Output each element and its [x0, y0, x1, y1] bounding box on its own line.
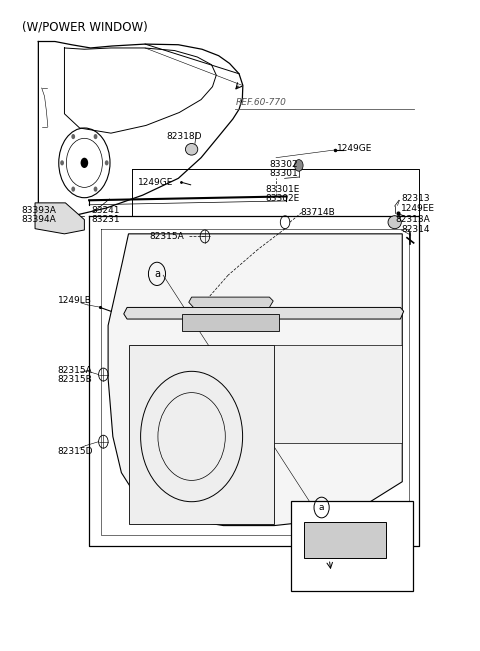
Text: 1243AE: 1243AE [315, 568, 349, 577]
Text: 83714B: 83714B [301, 208, 336, 217]
FancyBboxPatch shape [291, 501, 413, 591]
Text: 83302E: 83302E [265, 195, 300, 204]
Text: 83394A: 83394A [22, 215, 57, 224]
Text: a: a [154, 269, 160, 279]
Text: REF.60-770: REF.60-770 [235, 98, 286, 107]
Text: 82315B: 82315B [58, 375, 93, 384]
Circle shape [94, 134, 97, 139]
Polygon shape [35, 203, 84, 234]
Text: 83301: 83301 [269, 169, 298, 178]
Text: 83231: 83231 [91, 215, 120, 224]
Circle shape [295, 159, 303, 171]
Text: a: a [319, 514, 324, 524]
Circle shape [94, 187, 97, 191]
Text: a: a [319, 503, 324, 512]
Text: (W/POWER WINDOW): (W/POWER WINDOW) [22, 21, 147, 34]
Ellipse shape [388, 215, 401, 229]
Polygon shape [124, 307, 404, 319]
Ellipse shape [185, 143, 198, 155]
Circle shape [72, 134, 75, 139]
Polygon shape [108, 234, 402, 525]
Polygon shape [182, 314, 279, 331]
Text: 82318D: 82318D [167, 132, 202, 141]
Text: 82313A: 82313A [396, 214, 431, 223]
Text: 82315A: 82315A [150, 232, 185, 241]
Circle shape [72, 187, 75, 191]
Text: 82315D: 82315D [58, 447, 93, 456]
Text: 1249LB: 1249LB [58, 296, 92, 305]
Polygon shape [129, 345, 274, 524]
Circle shape [81, 158, 88, 168]
Polygon shape [274, 345, 402, 443]
Text: 83301E: 83301E [265, 186, 300, 195]
Text: 82315A: 82315A [58, 366, 93, 375]
Text: 82314: 82314 [401, 225, 430, 234]
Text: 83393A: 83393A [22, 206, 57, 215]
Polygon shape [304, 521, 386, 558]
Text: 82313: 82313 [401, 194, 430, 203]
Text: 1249EE: 1249EE [401, 204, 435, 212]
Text: 93580A: 93580A [310, 529, 345, 538]
Polygon shape [189, 297, 273, 307]
Circle shape [60, 160, 64, 165]
Text: 1249GE: 1249GE [337, 143, 372, 152]
Text: 83241: 83241 [91, 206, 120, 215]
Text: 83302: 83302 [269, 159, 298, 169]
Circle shape [105, 160, 108, 165]
Text: 1249GE: 1249GE [138, 178, 173, 187]
